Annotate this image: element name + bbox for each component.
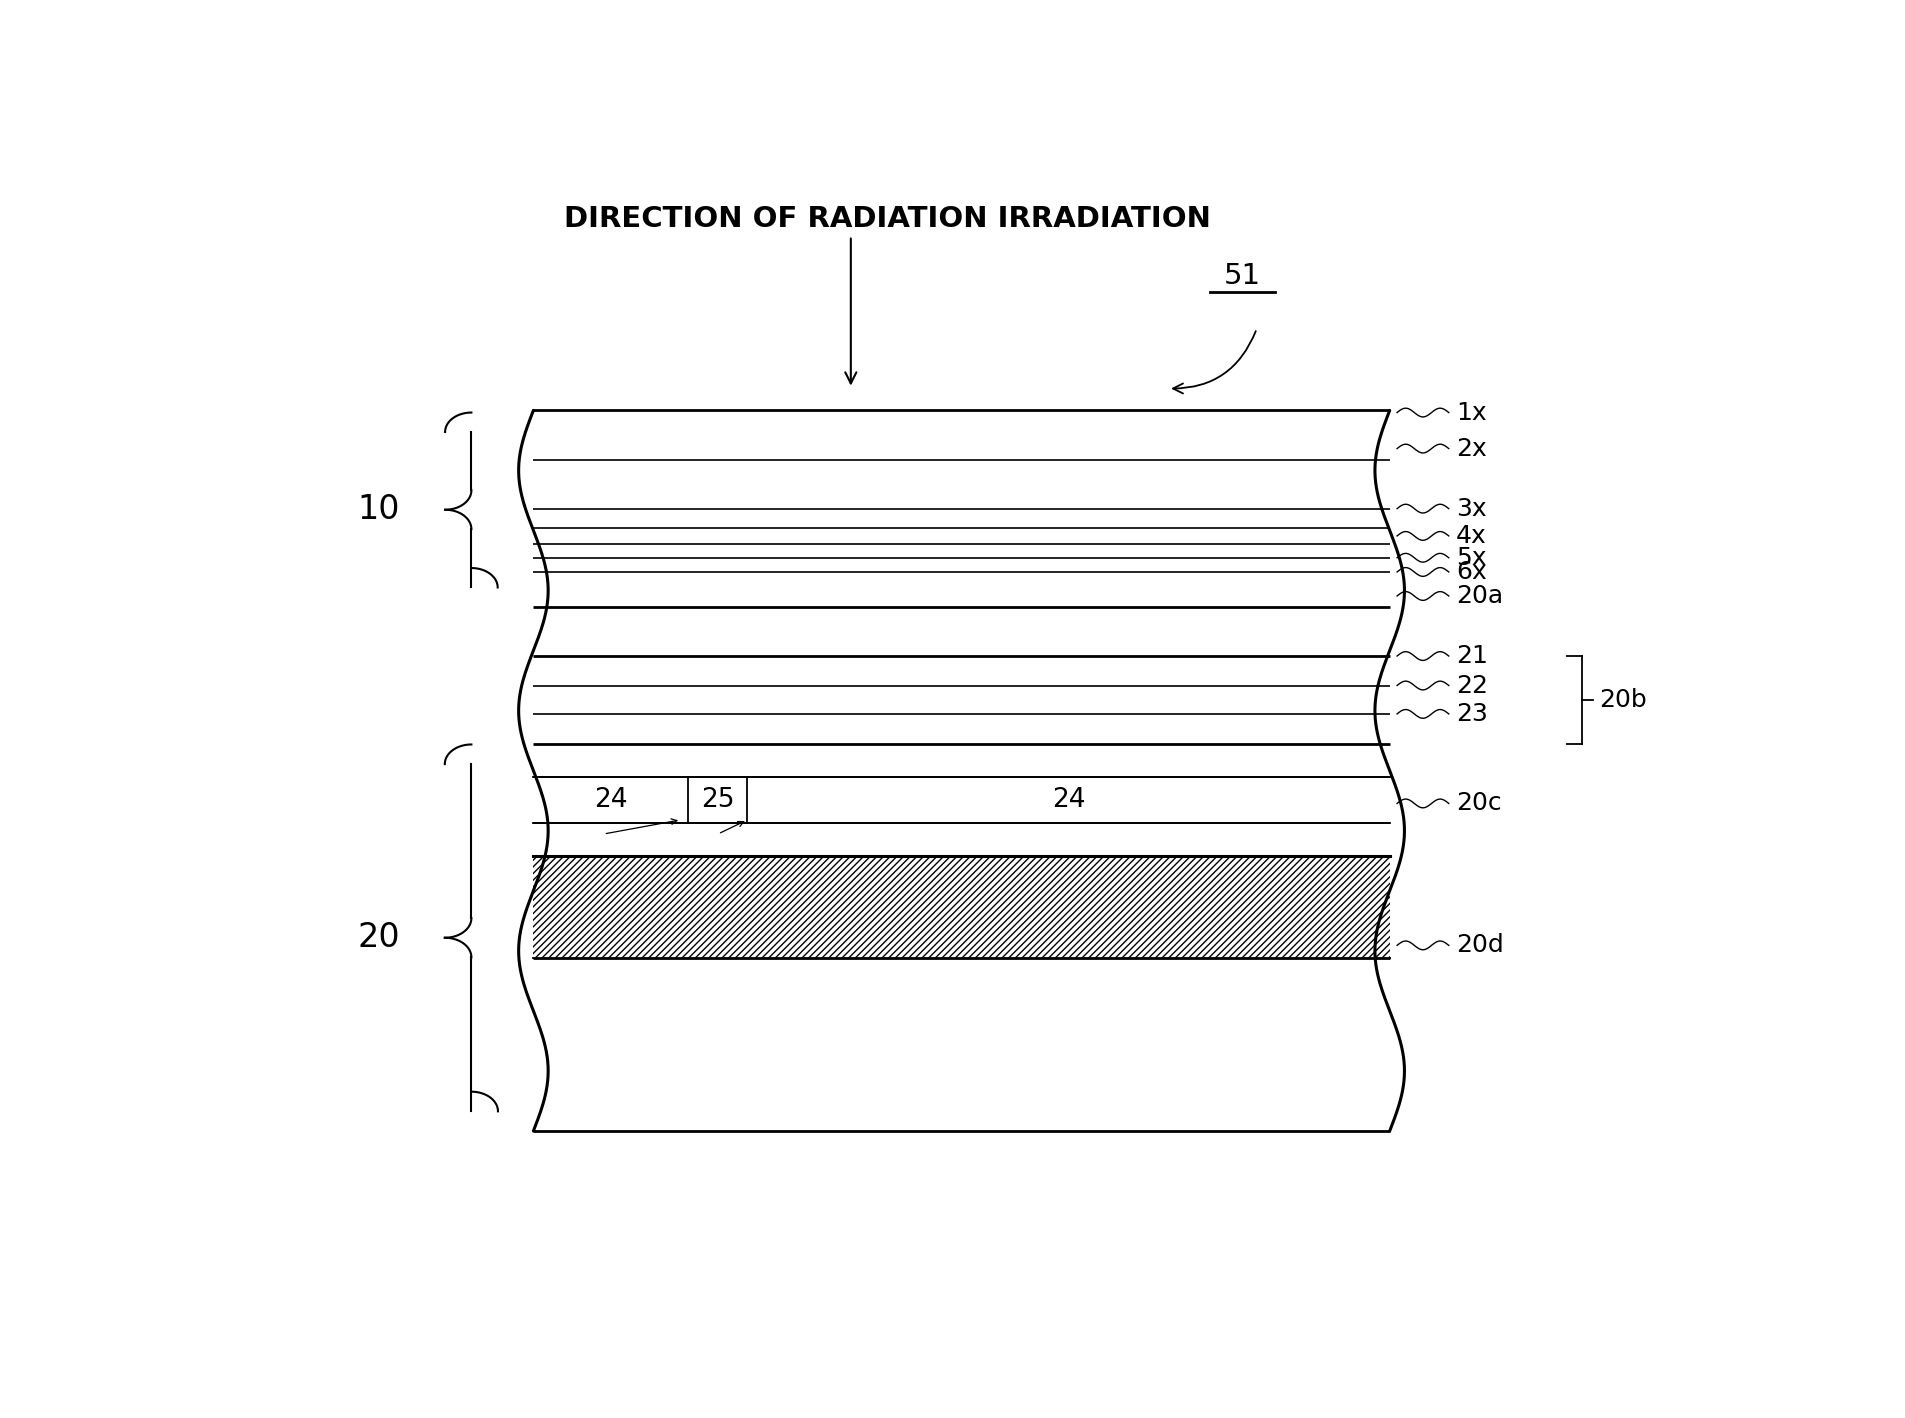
Text: 2x: 2x bbox=[1455, 437, 1488, 461]
Text: 20b: 20b bbox=[1600, 688, 1648, 712]
Text: 4x: 4x bbox=[1455, 523, 1488, 547]
Text: 6x: 6x bbox=[1455, 560, 1488, 584]
Text: 22: 22 bbox=[1455, 674, 1488, 698]
Text: 25: 25 bbox=[701, 787, 735, 813]
Text: 20d: 20d bbox=[1455, 933, 1503, 957]
Text: 23: 23 bbox=[1455, 702, 1488, 726]
Text: 20: 20 bbox=[356, 922, 400, 954]
Text: 20a: 20a bbox=[1455, 584, 1503, 608]
Text: 3x: 3x bbox=[1455, 496, 1486, 520]
Text: 24: 24 bbox=[594, 787, 627, 813]
Text: DIRECTION OF RADIATION IRRADIATION: DIRECTION OF RADIATION IRRADIATION bbox=[564, 206, 1212, 234]
Text: 20c: 20c bbox=[1455, 791, 1501, 815]
Text: 10: 10 bbox=[356, 493, 400, 526]
Text: 1x: 1x bbox=[1455, 400, 1486, 424]
Text: 24: 24 bbox=[1052, 787, 1086, 813]
Text: 5x: 5x bbox=[1455, 546, 1486, 570]
Text: 21: 21 bbox=[1455, 644, 1488, 668]
Bar bbox=[533, 856, 1391, 959]
Text: 51: 51 bbox=[1223, 262, 1261, 291]
